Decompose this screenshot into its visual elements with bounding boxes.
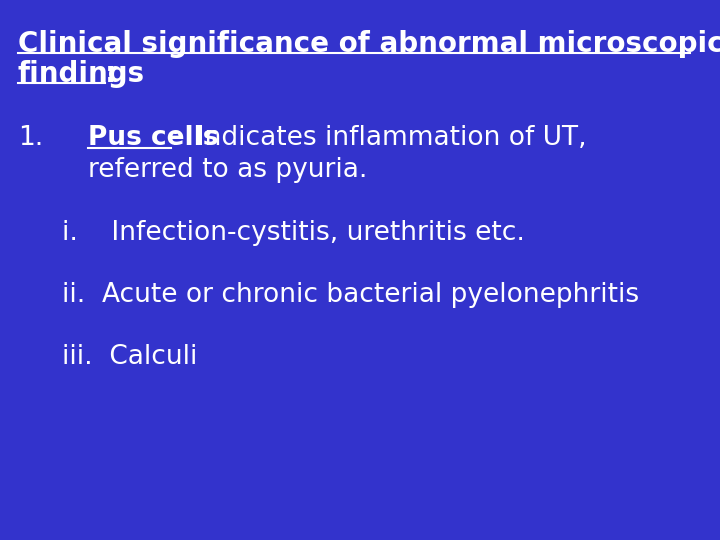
Text: :: : (105, 60, 116, 88)
Text: 1.: 1. (18, 125, 43, 151)
Text: findings: findings (18, 60, 145, 88)
Text: referred to as pyuria.: referred to as pyuria. (88, 157, 367, 183)
Text: i.    Infection-cystitis, urethritis etc.: i. Infection-cystitis, urethritis etc. (62, 220, 525, 246)
Text: iii.  Calculi: iii. Calculi (62, 344, 197, 370)
Text: Clinical significance of abnormal microscopic: Clinical significance of abnormal micros… (18, 30, 720, 58)
Text: ii.  Acute or chronic bacterial pyelonephritis: ii. Acute or chronic bacterial pyeloneph… (62, 282, 639, 308)
Text: Pus cells: Pus cells (88, 125, 218, 151)
Text: :  Indicates inflammation of UT,: : Indicates inflammation of UT, (171, 125, 587, 151)
